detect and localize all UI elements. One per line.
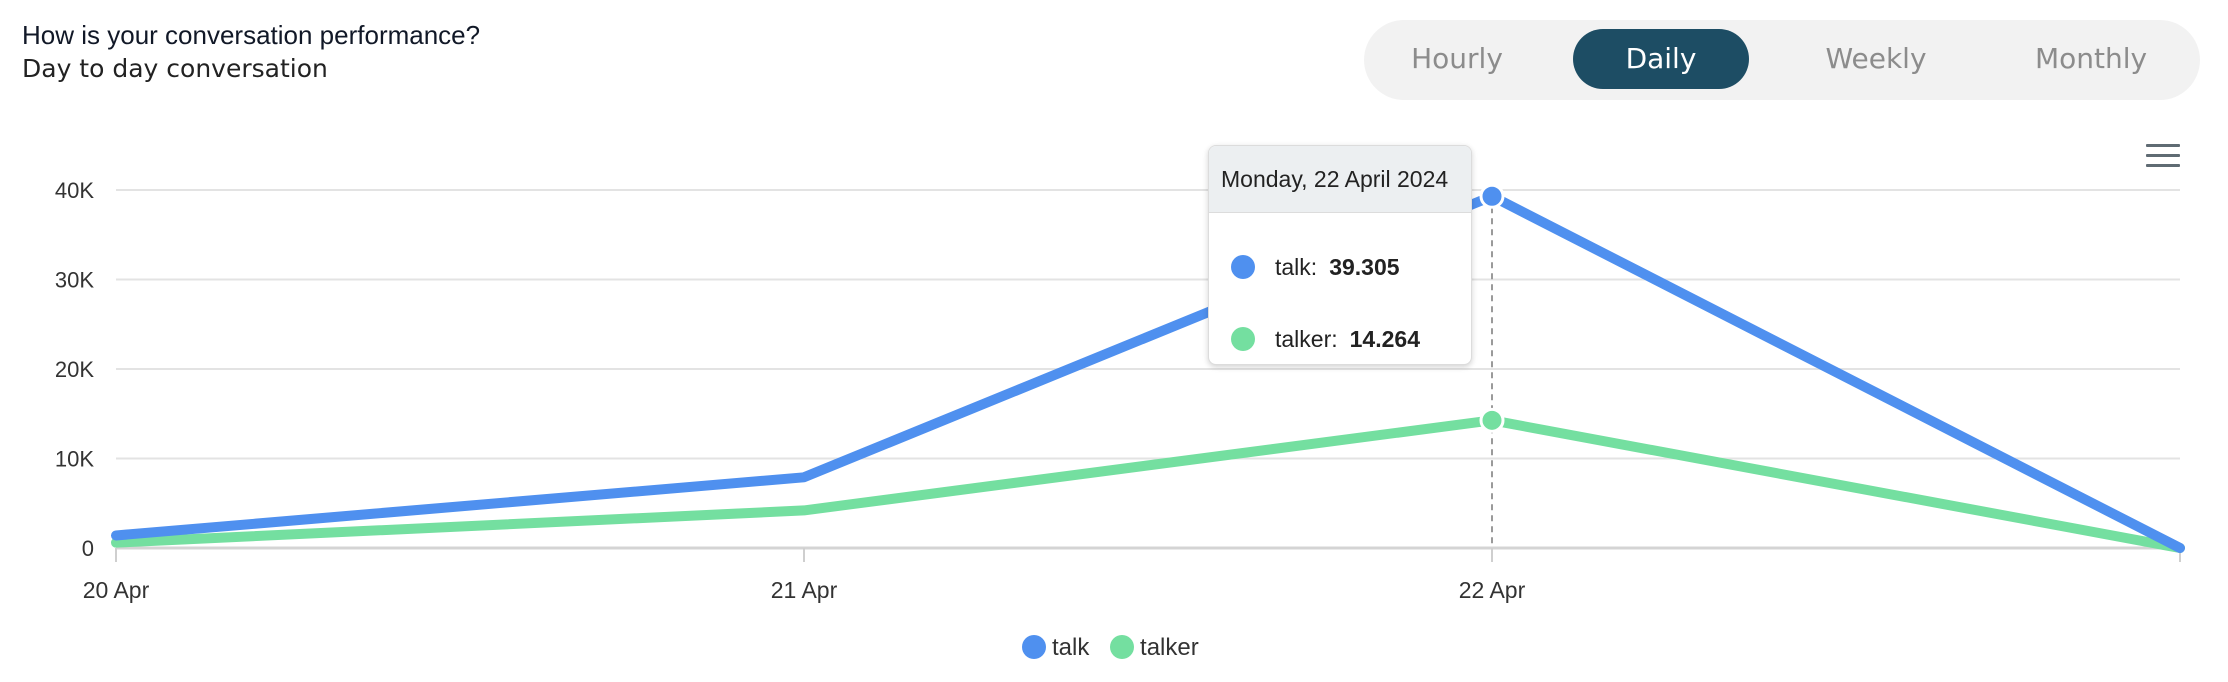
y-tick-label: 0 [82, 536, 94, 561]
tab-hourly[interactable]: Hourly [1411, 42, 1503, 75]
chart-subtitle: Day to day conversation [22, 54, 328, 83]
legend-talker-marker-icon [1110, 634, 1135, 659]
hamburger-menu-icon[interactable] [2146, 142, 2180, 170]
x-tick-label: 22 Apr [1459, 577, 1526, 603]
x-tick-label: 21 Apr [771, 577, 838, 603]
tooltip-date: Monday, 22 April 2024 [1209, 146, 1471, 213]
x-tick-label: 20 Apr [83, 577, 150, 603]
chart-tooltip: Monday, 22 April 2024 talk: 39.305 talker… [1208, 145, 1472, 365]
tooltip-value-talker: 14.264 [1349, 326, 1420, 352]
tooltip-row-talk: talk: 39.305 [1231, 252, 1400, 282]
tooltip-label-talker: talker: [1275, 326, 1338, 352]
tooltip-row-talker: talker: 14.264 [1231, 324, 1420, 354]
series-line-talker [111, 415, 2185, 553]
tab-daily[interactable]: Daily [1573, 29, 1749, 89]
legend-label-talker: talker [1140, 634, 1199, 661]
tooltip-label-talk: talk: [1275, 254, 1318, 280]
y-tick-label: 10K [55, 447, 94, 472]
y-tick-label: 40K [55, 178, 94, 203]
tab-weekly[interactable]: Weekly [1825, 42, 1927, 75]
legend-item-talk[interactable]: talk [1022, 634, 1089, 662]
talk-marker-icon [1231, 254, 1255, 279]
legend-item-talker[interactable]: talker [1110, 634, 1199, 662]
tooltip-value-talk: 39.305 [1329, 254, 1400, 280]
data-point-talk [1479, 183, 1505, 209]
time-range-selector: Hourly Daily Weekly Monthly [1364, 20, 2200, 100]
chart-legend: talk talker [1022, 634, 1213, 664]
talker-marker-icon [1231, 326, 1255, 351]
data-point-talker [1479, 407, 1505, 433]
chart-title: How is your conversation performance? [22, 20, 481, 50]
tab-monthly[interactable]: Monthly [2034, 42, 2148, 75]
legend-label-talk: talk [1052, 634, 1090, 661]
y-tick-label: 20K [55, 357, 94, 382]
legend-talk-marker-icon [1022, 634, 1046, 659]
y-tick-label: 30K [55, 268, 94, 293]
series-line-talk [111, 191, 2185, 553]
